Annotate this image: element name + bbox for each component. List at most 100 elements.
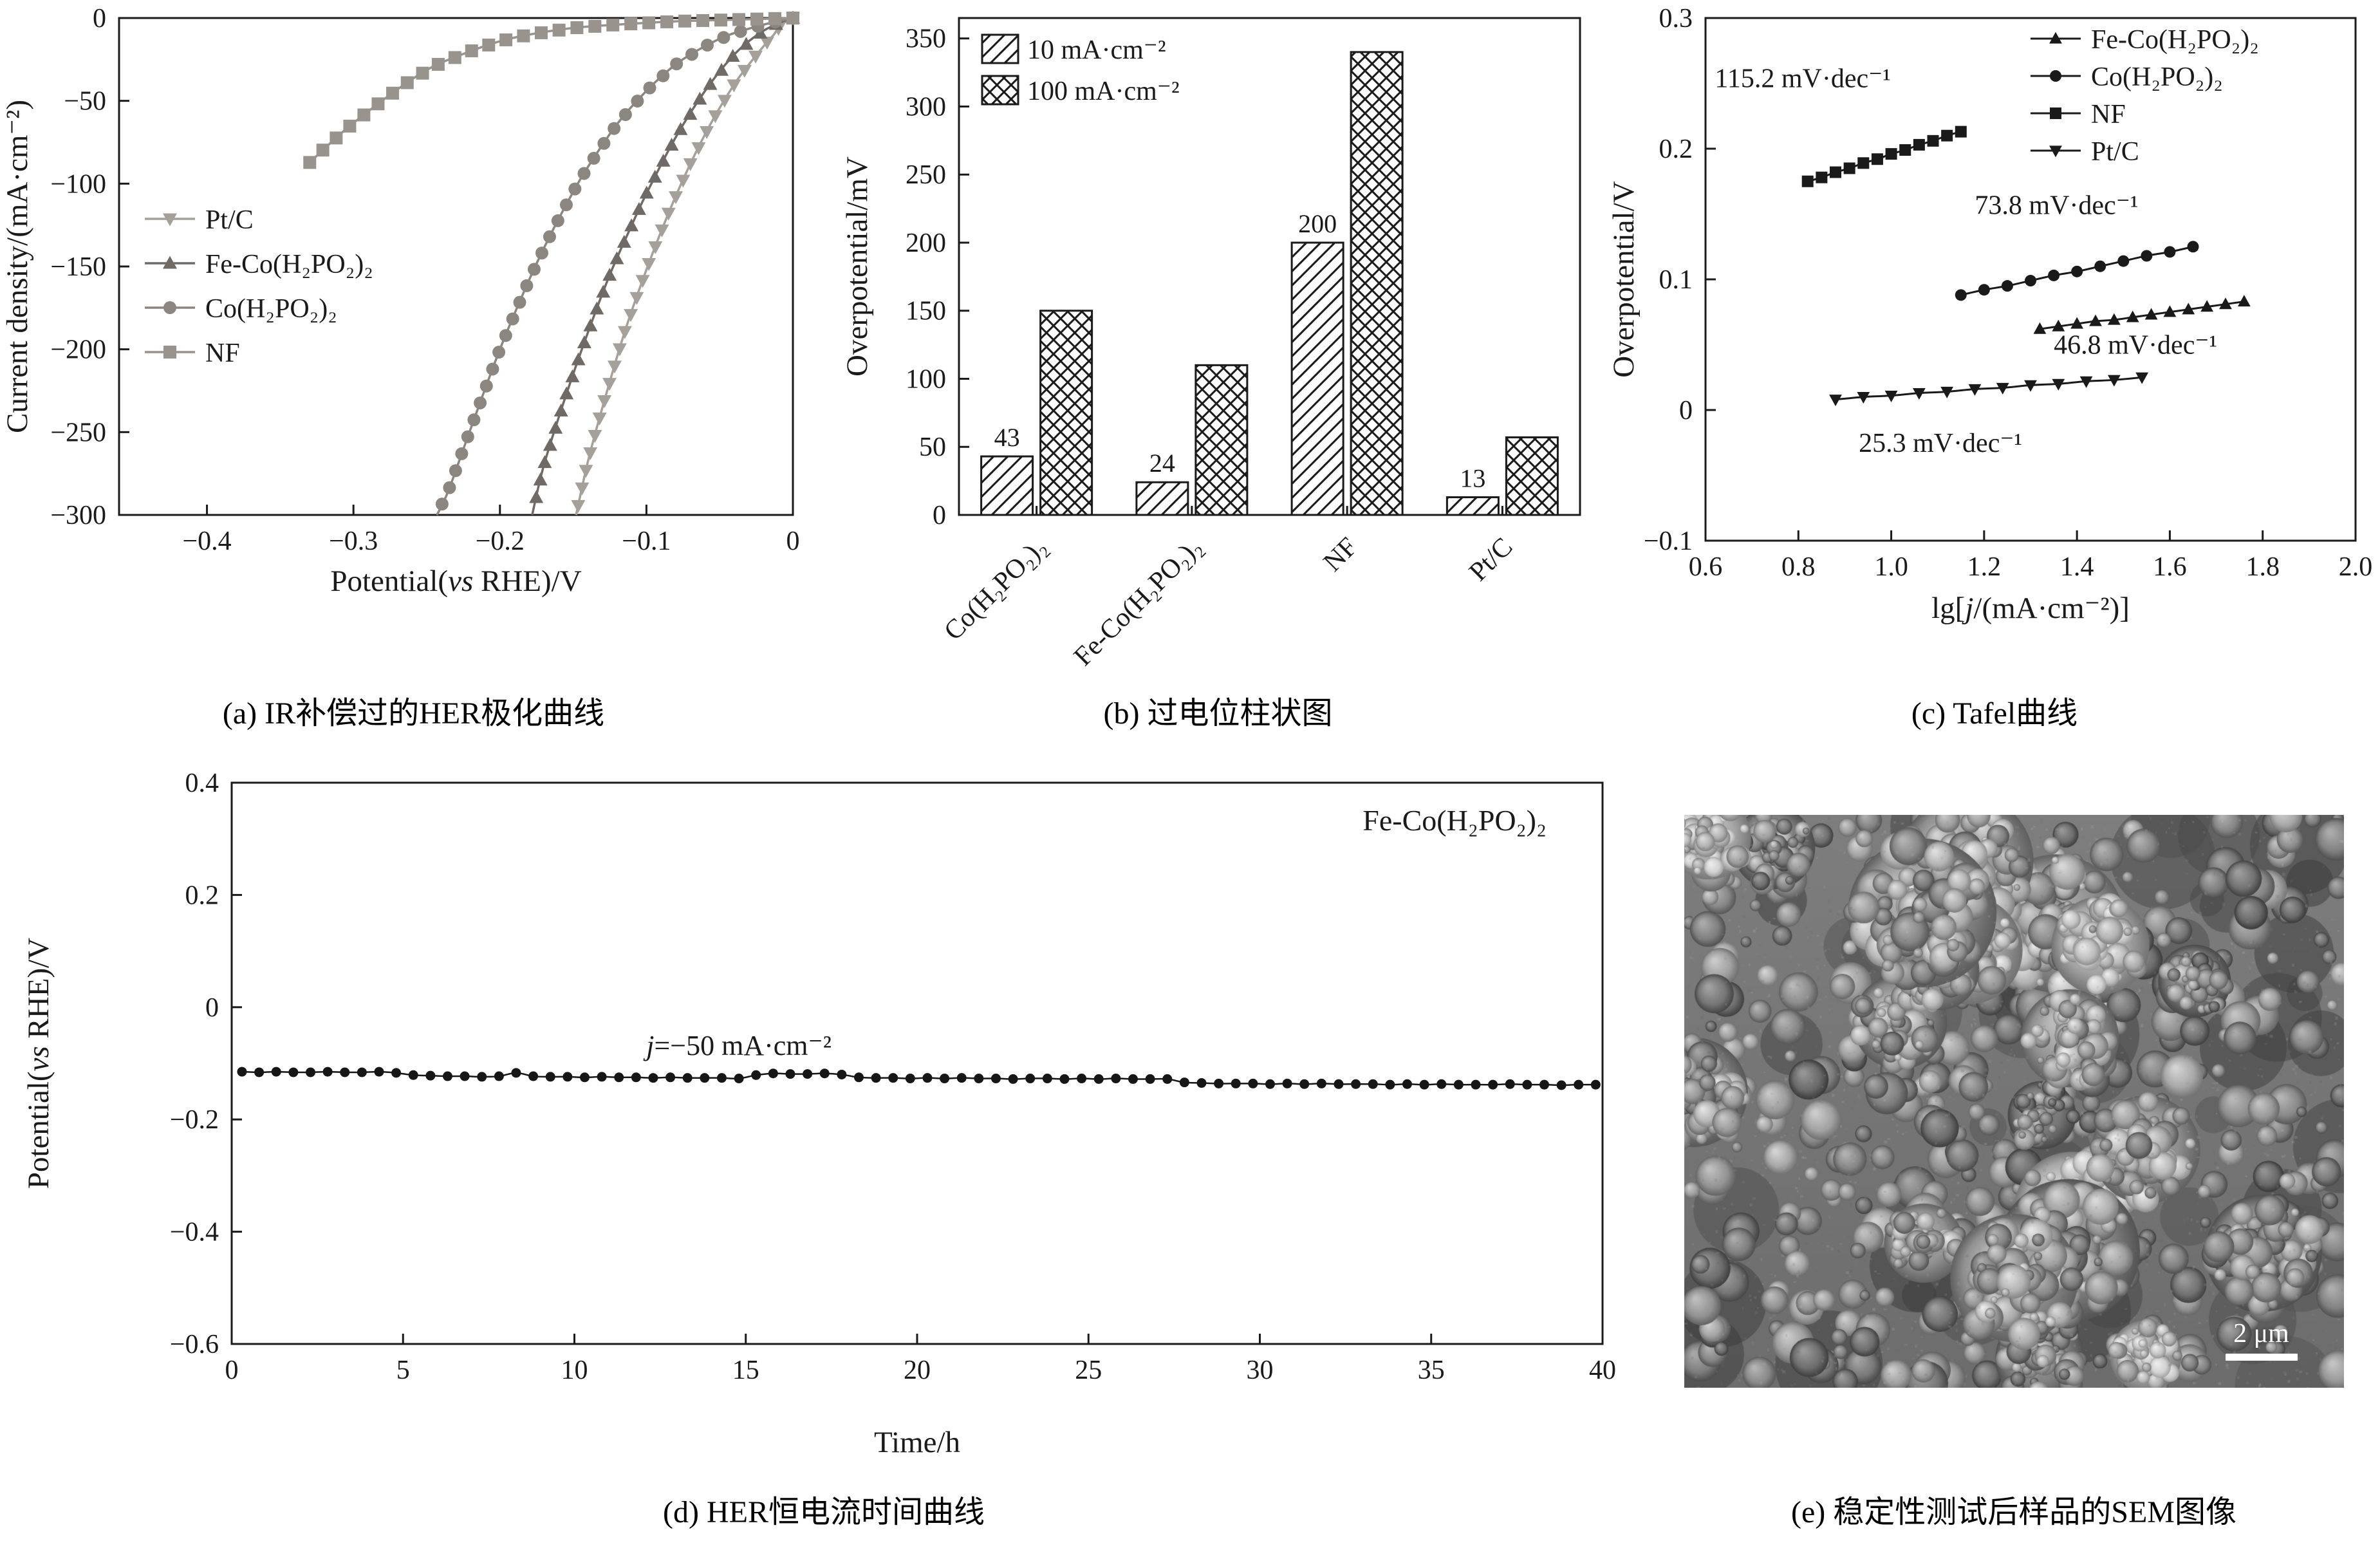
svg-text:Overpotential/mV: Overpotential/mV [841,156,874,377]
svg-text:200: 200 [1298,209,1337,238]
svg-text:100: 100 [906,364,946,394]
svg-text:1.6: 1.6 [2153,552,2187,582]
svg-text:15: 15 [732,1356,759,1385]
svg-text:−0.1: −0.1 [622,527,671,556]
svg-text:2.0: 2.0 [2339,552,2373,582]
svg-text:Time/h: Time/h [874,1426,960,1459]
svg-text:25.3 mV·dec⁻¹: 25.3 mV·dec⁻¹ [1859,429,2022,458]
svg-text:0: 0 [1679,396,1693,425]
svg-text:−200: −200 [50,335,106,365]
svg-text:0.2: 0.2 [185,881,219,910]
tafel-chart: 0.6 0.8 1.0 1.2 1.4 1.6 1.8 2.0 −0.1 0 0.1 0.2 0.3 lg… [1609,4,2373,625]
svg-text:46.8 mV·dec⁻¹: 46.8 mV·dec⁻¹ [2054,331,2217,360]
svg-text:24: 24 [1149,449,1175,478]
svg-text:−0.4: −0.4 [182,527,231,556]
bars: 43 Co(H₂PO₂)₂ 24 Fe-Co(H₂PO₂)₂ 200 NF 13 Pt/C [938,51,1559,672]
svg-text:20: 20 [904,1356,931,1385]
svg-text:5: 5 [396,1356,410,1385]
svg-text:0: 0 [786,527,800,556]
svg-text:NF: NF [2091,100,2126,129]
svg-text:Current density/(mA·cm⁻²): Current density/(mA·cm⁻²) [1,100,34,433]
svg-text:50: 50 [919,433,946,462]
sem-image: 2 μm [1684,815,2344,1388]
her-polarization-chart: −0.4 −0.3 −0.2 −0.1 0 0 −50 −100 −150 −200 −250 −30… [1,4,800,598]
svg-text:−300: −300 [50,501,106,530]
svg-text:Pt/C: Pt/C [2091,137,2139,167]
svg-text:lg[j/(mA·cm⁻²)]: lg[j/(mA·cm⁻²)] [1931,592,2130,625]
svg-text:Co(H₂PO₂)₂: Co(H₂PO₂)₂ [205,294,337,324]
svg-text:Co(H₂PO₂)₂: Co(H₂PO₂)₂ [938,532,1052,646]
svg-text:−0.3: −0.3 [329,527,378,556]
panel-e: 2 μm (e) 稳定性测试后样品的SEM图像 [1648,758,2380,1531]
chronopotentiometry-chart: 0 5 10 15 20 25 30 35 40 −0.6 −0.4 −0.2 0 0.2 0.4 Time/… [22,769,1616,1459]
bar-pt-c-10-ma-cm [1446,496,1500,516]
panel-c: 0.6 0.8 1.0 1.2 1.4 1.6 1.8 2.0 −0.1 0 0.1 0.2 0.3 lg… [1609,0,2380,732]
overpotential-bar-chart: 0 50 100 150 200 250 300 350 Overpotential/mV 43 C… [841,17,1581,672]
top-row: −0.4 −0.3 −0.2 −0.1 0 0 −50 −100 −150 −200 −250 −30… [0,0,2380,732]
svg-text:0.4: 0.4 [185,769,219,798]
svg-text:0.8: 0.8 [1781,552,1816,582]
svg-text:−50: −50 [64,87,106,117]
svg-text:0: 0 [225,1356,239,1385]
svg-text:350: 350 [906,24,946,54]
annotations: 115.2 mV·dec⁻¹ 73.8 mV·dec⁻¹ 46.8 mV·dec⁻¹… [1715,64,2217,458]
caption-b: (b) 过电位柱状图 [1103,696,1333,731]
series-group [1801,126,2251,407]
bar-pt-c-100-ma-cm [1505,436,1559,516]
bar-nf-10-ma-cm [1290,241,1344,516]
caption-d: (d) HER恒电流时间曲线 [663,1495,985,1529]
svg-text:25: 25 [1075,1356,1102,1385]
svg-text:j=−50 mA·cm⁻²: j=−50 mA·cm⁻² [643,1030,832,1061]
panel-b: 0 50 100 150 200 250 300 350 Overpotential/mV 43 C… [827,0,1609,732]
bar-fe-co-h-po-100-ma-cm [1195,364,1249,516]
svg-text:43: 43 [994,423,1020,452]
series-group [303,10,800,516]
series-co-h-po [1955,241,2199,301]
sem-micrograph-canvas [1684,815,2344,1388]
panel-d: 0 5 10 15 20 25 30 35 40 −0.6 −0.4 −0.2 0 0.2 0.4 Time/… [0,758,1648,1531]
axes: 0 5 10 15 20 25 30 35 40 −0.6 −0.4 −0.2 0 0.2 0.4 Time/… [22,769,1616,1459]
legend: Pt/C Fe-Co(H₂PO₂)₂ Co(H₂PO₂)₂ NF [145,205,373,368]
svg-text:Pt/C: Pt/C [1464,532,1518,587]
svg-text:−0.2: −0.2 [170,1105,219,1135]
svg-text:NF: NF [1318,532,1364,578]
series-nf [1801,126,1967,187]
svg-text:−0.4: −0.4 [170,1218,219,1247]
series-co-h-po [435,12,799,516]
svg-text:Fe-Co(H₂PO₂)₂: Fe-Co(H₂PO₂)₂ [1068,532,1208,672]
sem-scale-bar-label: 2 μm [2233,1318,2289,1348]
svg-text:NF: NF [205,339,240,368]
svg-text:250: 250 [906,160,946,190]
svg-text:1.8: 1.8 [2245,552,2280,582]
panel-a: −0.4 −0.3 −0.2 −0.1 0 0 −50 −100 −150 −200 −250 −30… [0,0,827,732]
svg-text:Fe-Co(H₂PO₂)₂: Fe-Co(H₂PO₂)₂ [1362,804,1547,837]
bar-nf-100-ma-cm [1350,51,1404,516]
svg-text:Pt/C: Pt/C [205,205,254,235]
svg-text:−250: −250 [50,418,106,447]
svg-text:Overpotential/V: Overpotential/V [1609,181,1641,377]
svg-text:0.2: 0.2 [1659,135,1693,164]
svg-text:1.2: 1.2 [1967,552,2002,582]
series-pt-c [571,12,800,516]
svg-text:Co(H₂PO₂)₂: Co(H₂PO₂)₂ [2091,62,2223,92]
svg-text:35: 35 [1418,1356,1445,1385]
svg-text:Fe-Co(H₂PO₂)₂: Fe-Co(H₂PO₂)₂ [2091,25,2259,55]
svg-text:300: 300 [906,92,946,122]
svg-text:0: 0 [933,501,946,530]
svg-text:0: 0 [93,4,106,33]
series-fe-co-h-po [2033,295,2251,334]
svg-text:13: 13 [1460,464,1485,493]
sem-scale-bar: 2 μm [2225,1318,2298,1361]
bottom-row: 0 5 10 15 20 25 30 35 40 −0.6 −0.4 −0.2 0 0.2 0.4 Time/… [0,758,2380,1531]
series-fe-co-h-po [529,10,800,516]
sem-scale-bar-line [2225,1354,2298,1361]
svg-text:Potential(vs RHE)/V: Potential(vs RHE)/V [22,938,55,1189]
svg-text:Fe-Co(H₂PO₂)₂: Fe-Co(H₂PO₂)₂ [205,250,373,279]
svg-text:0.6: 0.6 [1689,552,1723,582]
axes: 0 50 100 150 200 250 300 350 Overpotential/mV [841,17,1581,530]
caption-e: (e) 稳定性测试后样品的SEM图像 [1791,1495,2236,1529]
svg-text:150: 150 [906,297,946,326]
svg-text:100 mA·cm⁻²: 100 mA·cm⁻² [1027,77,1180,106]
svg-text:40: 40 [1589,1356,1616,1385]
